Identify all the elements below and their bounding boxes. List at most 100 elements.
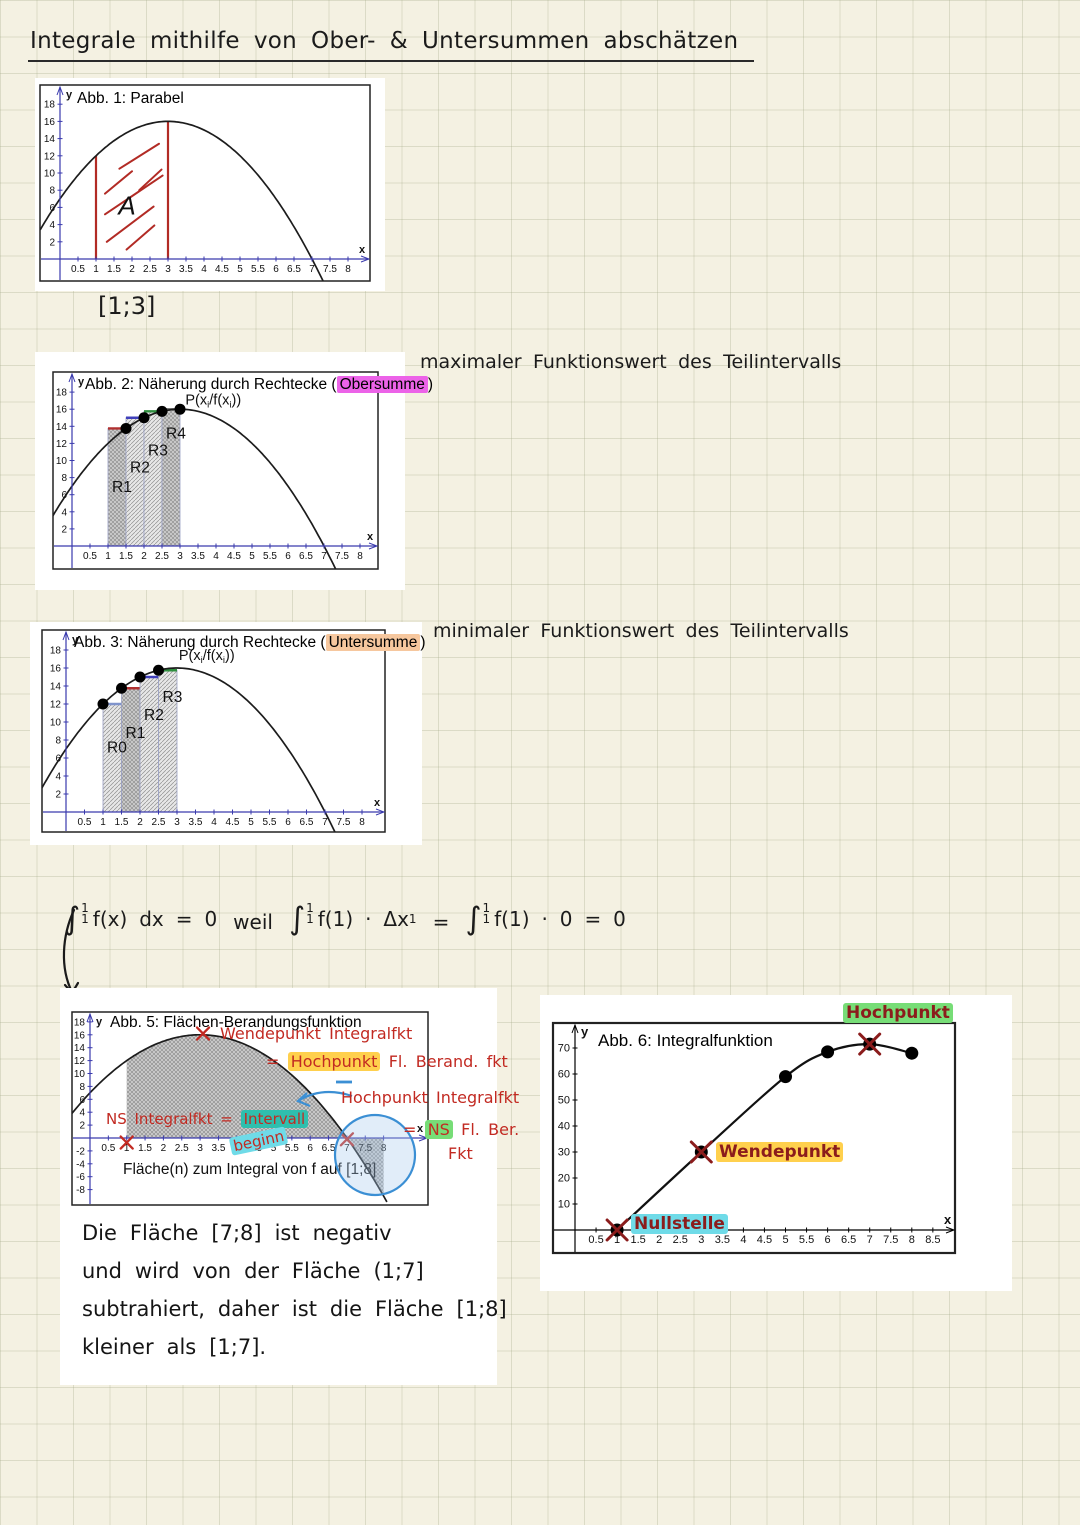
figure-abb6-integralfunktion: 0.5 1 1.5 2 2.5 3 3.5 4 4.5 5 5.5 6 6.5 7 7.5 8 8.5 10 20 3…: [540, 995, 1012, 1291]
svg-text:7: 7: [309, 264, 315, 275]
svg-text:18: 18: [44, 100, 56, 111]
abb5-title: Abb. 5: Flächen-Berandungsfunktion: [110, 1014, 362, 1031]
svg-text:3: 3: [174, 817, 180, 828]
svg-text:8: 8: [55, 736, 61, 747]
abb3-title-highlight: Untersumme: [325, 634, 421, 651]
abb1-plot-svg: 0.5 1 1.5 2 2.5 3 3.5 4 4.5 5 5.5 6 6.5 7 7.5 8 2 4 6 8 10 12…: [39, 84, 371, 282]
svg-text:4.5: 4.5: [227, 551, 241, 562]
svg-text:1.5: 1.5: [138, 1143, 152, 1154]
figure-abb2-obersumme: 0.5 1 1.5 2 2.5 3 3.5 4 4.5 5 5.5 6 6.5 7 7.5 8 2 4 6 8 10 12…: [35, 352, 433, 590]
svg-text:18: 18: [74, 1017, 86, 1028]
svg-text:7.5: 7.5: [337, 817, 351, 828]
svg-text:60: 60: [558, 1069, 570, 1081]
interval-note: [1;3]: [98, 292, 156, 320]
svg-text:2.5: 2.5: [155, 551, 169, 562]
svg-text:1: 1: [93, 264, 99, 275]
svg-text:3: 3: [165, 264, 171, 275]
svg-text:0.5: 0.5: [101, 1143, 115, 1154]
svg-text:4: 4: [211, 817, 217, 828]
svg-text:2.5: 2.5: [152, 817, 166, 828]
abb5-note-ns-integralfkt: NS Integralfkt = Intervall: [106, 1110, 309, 1128]
svg-text:18: 18: [50, 646, 62, 657]
integral-body-3: f(1) · 0 = 0: [494, 907, 626, 931]
svg-text:12: 12: [50, 700, 62, 711]
svg-text:2: 2: [79, 1121, 85, 1132]
down-arrow: [62, 908, 80, 995]
svg-text:18: 18: [56, 388, 68, 399]
svg-text:P(xi/f(xi)): P(xi/f(xi)): [179, 648, 235, 666]
svg-text:4: 4: [79, 1108, 85, 1119]
svg-text:R1: R1: [126, 725, 146, 742]
svg-text:5.5: 5.5: [285, 1143, 299, 1154]
svg-text:-4: -4: [76, 1159, 85, 1170]
ns-highlight: NS: [424, 1120, 453, 1139]
svg-text:5: 5: [782, 1234, 788, 1246]
abb1-title: Abb. 1: Parabel: [77, 90, 184, 107]
svg-text:1: 1: [105, 551, 111, 562]
svg-text:12: 12: [44, 151, 56, 162]
svg-text:6: 6: [79, 1095, 85, 1106]
svg-text:14: 14: [44, 134, 56, 145]
svg-text:R3: R3: [148, 442, 168, 459]
equals-sign: =: [432, 910, 450, 934]
obersumme-note: maximaler Funktionswert des Teilinterval…: [420, 351, 842, 373]
svg-text:1.5: 1.5: [115, 817, 129, 828]
conclusion-paragraph: Die Fläche [7;8] ist negativ und wird vo…: [82, 1214, 507, 1366]
svg-text:2.5: 2.5: [673, 1234, 688, 1246]
abb2-title-post: ): [427, 376, 434, 393]
svg-text:5.5: 5.5: [263, 817, 277, 828]
svg-text:2.5: 2.5: [143, 264, 157, 275]
svg-text:10: 10: [44, 169, 56, 180]
integral-body-2: f(1) · Δx: [317, 907, 409, 931]
abb3-title-pre: Abb. 3: Näherung durch Rechtecke (: [74, 634, 326, 651]
svg-text:1: 1: [100, 817, 106, 828]
abb2-title-pre: Abb. 2: Näherung durch Rechtecke (: [85, 376, 337, 393]
abb6-title: Abb. 6: Integralfunktion: [598, 1031, 773, 1050]
svg-text:5: 5: [248, 817, 254, 828]
page-title: Integrale mithilfe von Ober- & Untersumm…: [28, 28, 755, 62]
svg-text:6: 6: [273, 264, 279, 275]
svg-text:1: 1: [614, 1234, 620, 1246]
svg-text:7.5: 7.5: [323, 264, 337, 275]
svg-text:-6: -6: [76, 1172, 85, 1183]
svg-text:4.5: 4.5: [215, 264, 229, 275]
svg-text:5: 5: [237, 264, 243, 275]
integral-sign: ∫: [288, 901, 306, 937]
abb5-note-hochpunkt-integralfkt: Hochpunkt Integralfkt: [341, 1088, 520, 1107]
svg-text:6: 6: [825, 1234, 831, 1246]
svg-text:7.5: 7.5: [358, 1143, 372, 1154]
svg-text:6: 6: [55, 754, 61, 765]
svg-text:16: 16: [50, 664, 62, 675]
svg-text:-2: -2: [76, 1146, 85, 1157]
svg-text:R4: R4: [166, 425, 186, 442]
svg-text:6.5: 6.5: [287, 264, 301, 275]
abb5-note-ns-line: = NS Fl. Ber.: [403, 1120, 520, 1139]
svg-text:10: 10: [74, 1069, 86, 1080]
svg-text:6: 6: [61, 490, 67, 501]
abb6-plot-svg: 0.5 1 1.5 2 2.5 3 3.5 4 4.5 5 5.5 6 6.5 7 7.5 8 8.5 10 20 3…: [551, 1021, 957, 1255]
abb3-title: Abb. 3: Näherung durch Rechtecke (Unters…: [74, 634, 425, 652]
svg-text:4.5: 4.5: [226, 817, 240, 828]
svg-text:P(xi/f(xi)): P(xi/f(xi)): [185, 392, 241, 410]
svg-text:2: 2: [49, 237, 55, 248]
svg-text:6: 6: [285, 551, 291, 562]
svg-text:16: 16: [56, 405, 68, 416]
svg-text:y: y: [72, 634, 79, 646]
integral-body-1: f(x) dx = 0: [92, 907, 218, 931]
svg-text:4: 4: [55, 772, 61, 783]
abb2-title: Abb. 2: Näherung durch Rechtecke (Obersu…: [85, 376, 433, 394]
svg-text:0.5: 0.5: [83, 551, 97, 562]
paragraph-line: subtrahiert, daher ist die Fläche [1;8]: [82, 1297, 507, 1321]
svg-text:2: 2: [137, 817, 143, 828]
integral-sign: ∫: [465, 901, 482, 937]
svg-text:10: 10: [50, 718, 62, 729]
svg-text:6: 6: [49, 203, 55, 214]
svg-text:3.5: 3.5: [715, 1234, 730, 1246]
svg-text:4: 4: [213, 551, 219, 562]
figure-abb5-berandungsfunktion: 0.511.522.533.544.555.566.577.5824681012…: [60, 988, 519, 1385]
svg-text:5.5: 5.5: [251, 264, 265, 275]
svg-text:7: 7: [322, 817, 328, 828]
